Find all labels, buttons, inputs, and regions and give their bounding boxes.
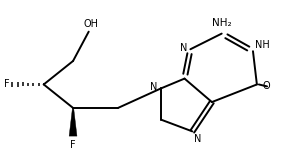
Text: NH: NH (255, 40, 270, 50)
Text: N: N (150, 82, 157, 92)
Text: N: N (180, 43, 187, 53)
Text: F: F (4, 80, 9, 89)
Text: OH: OH (83, 18, 98, 29)
Text: N: N (194, 134, 202, 144)
Polygon shape (69, 108, 77, 136)
Text: NH₂: NH₂ (212, 18, 231, 28)
Text: F: F (70, 140, 76, 150)
Text: O: O (262, 81, 270, 91)
